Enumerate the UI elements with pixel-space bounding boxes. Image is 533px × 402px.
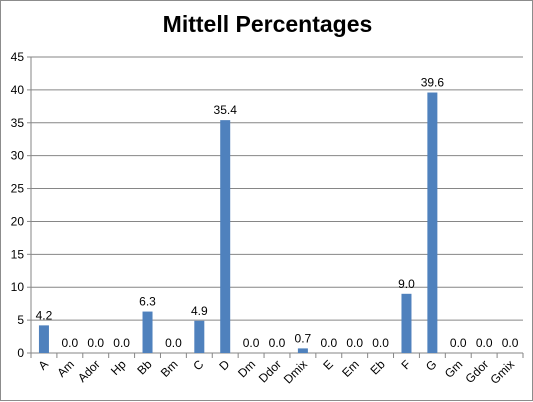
data-label: 0.0 xyxy=(61,336,78,350)
data-label: 0.0 xyxy=(450,336,467,350)
data-label: 0.0 xyxy=(269,336,286,350)
data-label: 0.0 xyxy=(243,336,260,350)
bar xyxy=(401,293,412,353)
chart-title: Mittell Percentages xyxy=(162,11,373,37)
data-label: 0.0 xyxy=(165,336,182,350)
y-tick-label: 20 xyxy=(11,214,25,228)
x-tick-label: Ddor xyxy=(256,357,284,385)
bar xyxy=(297,348,308,353)
y-tick-label: 30 xyxy=(11,149,25,163)
x-tick-label: Gdor xyxy=(463,357,492,386)
bar xyxy=(142,311,153,353)
data-label: 9.0 xyxy=(398,277,415,291)
x-tick-label: E xyxy=(320,357,336,373)
data-label: 0.0 xyxy=(87,336,104,350)
y-tick-label: 5 xyxy=(17,313,24,327)
data-label: 0.0 xyxy=(372,336,389,350)
x-tick-label: Dm xyxy=(235,357,258,380)
y-tick-label: 0 xyxy=(17,346,24,360)
x-tick-label: D xyxy=(216,357,232,373)
y-tick-label: 40 xyxy=(11,83,25,97)
x-tick-label: Gm xyxy=(442,357,466,381)
data-label: 6.3 xyxy=(139,295,156,309)
x-tick-label: F xyxy=(399,357,414,372)
data-label: 39.6 xyxy=(421,76,445,90)
data-label: 0.0 xyxy=(113,336,130,350)
x-tick-label: Em xyxy=(339,357,362,380)
bar xyxy=(220,120,231,353)
data-label: 4.2 xyxy=(36,308,53,322)
x-tick-label: G xyxy=(423,357,440,374)
y-tick-label: 10 xyxy=(11,280,25,294)
y-tick-label: 25 xyxy=(11,182,25,196)
data-label: 0.0 xyxy=(476,336,493,350)
data-label: 0.0 xyxy=(346,336,363,350)
data-label: 0.0 xyxy=(320,336,337,350)
x-tick-label: Dmix xyxy=(281,357,310,386)
x-tick-label: Bm xyxy=(158,357,181,380)
x-tick-label: Hp xyxy=(108,357,129,378)
x-tick-label: Gmix xyxy=(487,357,517,387)
x-tick-label: A xyxy=(36,357,52,373)
data-label: 0.7 xyxy=(295,331,312,345)
data-label: 35.4 xyxy=(214,103,238,117)
y-tick-label: 15 xyxy=(11,247,25,261)
bar xyxy=(427,92,438,354)
bar xyxy=(194,320,205,353)
data-label: 4.9 xyxy=(191,304,208,318)
data-label: 0.0 xyxy=(502,336,519,350)
y-tick-label: 35 xyxy=(11,116,25,130)
bar xyxy=(38,325,49,353)
x-tick-label: Eb xyxy=(367,357,388,378)
x-tick-label: Am xyxy=(54,357,77,380)
x-tick-label: Ador xyxy=(75,357,103,385)
y-tick-label: 45 xyxy=(11,50,25,64)
x-tick-label: C xyxy=(190,357,206,373)
x-tick-label: Bb xyxy=(134,357,155,378)
